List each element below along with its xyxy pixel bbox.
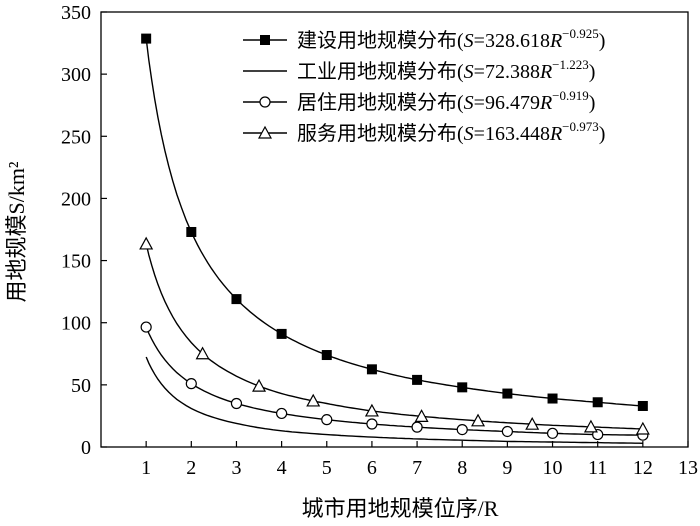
data-point [525,416,540,430]
data-point [276,328,287,339]
legend-label: 服务用地规模分布(S=163.448R−0.973) [297,119,605,145]
legend-label: 居住用地规模分布(S=96.479R−0.919) [297,88,595,114]
data-point [411,421,423,433]
y-tick-label: 200 [61,188,91,210]
data-point [186,226,197,237]
x-tick-label: 3 [231,457,241,479]
x-tick-label: 2 [186,457,196,479]
series-line [145,243,643,430]
data-point [414,409,429,422]
x-tick-label: 6 [367,457,377,479]
data-point [635,421,650,435]
data-point [366,364,377,375]
data-point [230,397,243,410]
series-4 [139,236,650,435]
data-point [364,403,379,417]
series-line [145,38,643,407]
data-point [140,321,152,333]
data-point [501,425,513,438]
data-point [195,346,210,360]
x-tick-label: 10 [543,457,563,479]
x-tick-label: 11 [588,457,607,479]
x-tick-label: 8 [457,457,467,479]
legend-label: 建设用地规模分布(S=328.618R−0.925) [297,26,605,52]
series-2 [145,356,643,444]
x-axis-title: 城市用地规模位序/R [302,496,499,521]
y-tick-label: 150 [61,251,91,273]
x-tick-label: 9 [502,457,512,479]
data-point [546,427,559,439]
plot-border [100,11,689,448]
x-tick-label: 7 [412,457,422,479]
data-point [231,294,242,305]
data-point [412,374,423,385]
series-layer [139,33,650,444]
data-point [321,414,333,426]
legend-item: 居住用地规模分布(S=96.479R−0.919) [243,88,595,114]
data-point [471,413,486,427]
x-tick-label: 13 [678,457,698,479]
legend-label: 工业用地规模分布(S=72.388R−1.223) [297,57,595,83]
x-tick-label: 4 [277,457,287,479]
data-point [592,397,603,408]
y-tick-label: 350 [61,2,91,24]
y-tick-label: 250 [61,126,91,148]
legend-marker [257,125,273,139]
data-point [276,407,288,420]
plot-frame [100,11,689,448]
legend: 建设用地规模分布(S=328.618R−0.925) 工业用地规模分布(S=72.… [243,26,605,145]
legend-item: 建设用地规模分布(S=328.618R−0.925) [243,26,605,52]
legend-marker [259,96,271,108]
data-point [252,378,267,392]
x-tick-label: 5 [322,457,332,479]
data-point [321,350,332,361]
x-tick-label: 12 [633,457,653,479]
legend-item: 服务用地规模分布(S=163.448R−0.973) [243,119,605,145]
data-point [366,418,378,430]
y-axis-title: 用地规模S/km² [4,161,29,302]
legend-item: 工业用地规模分布(S=72.388R−1.223) [243,57,595,83]
data-point [547,393,558,404]
data-point [583,419,598,433]
y-tick-label: 50 [71,375,91,397]
data-point [502,388,513,399]
data-point [139,236,154,250]
data-point [141,33,152,44]
data-point [306,393,321,407]
series-line [145,326,643,436]
y-axis-ticks: 0 50 100 150 200 250 300 350 [61,2,107,459]
legend-marker [260,35,270,45]
y-tick-label: 0 [81,437,91,459]
x-axis-ticks: 1 2 3 4 5 6 7 8 9 10 11 12 13 [141,441,698,479]
data-point [637,400,648,411]
series-1 [141,33,648,411]
data-point [456,424,468,436]
y-tick-label: 100 [61,313,91,335]
data-point [185,378,197,390]
y-tick-label: 300 [61,64,91,86]
series-3 [140,321,649,441]
data-point [457,382,468,393]
x-tick-label: 1 [141,457,151,479]
series-line [145,356,643,444]
